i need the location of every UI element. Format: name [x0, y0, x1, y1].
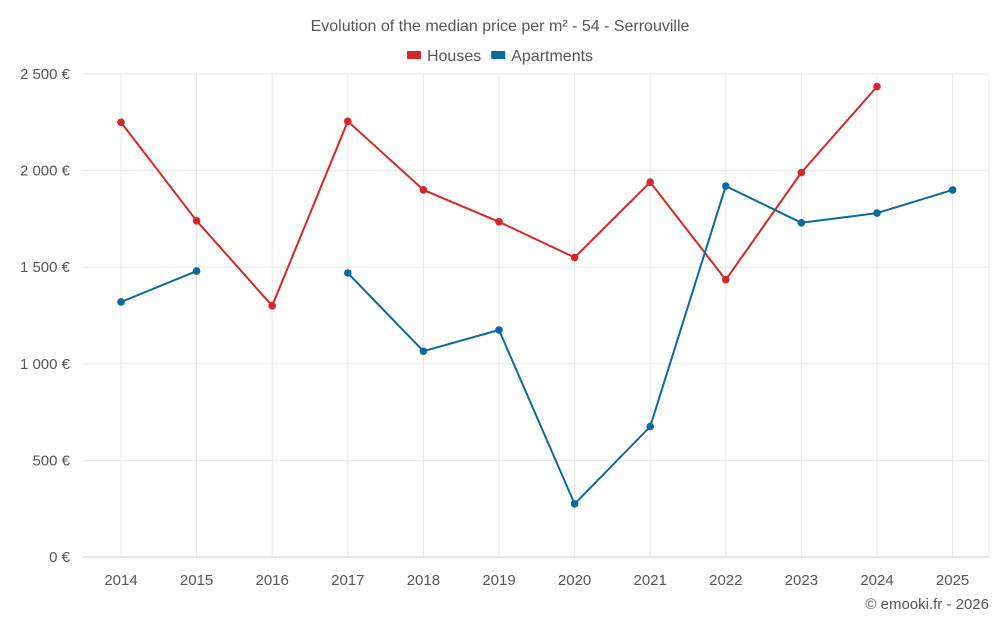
x-axis: 2014 2015 2016 2017 2018 2019 2020 2021 2022 2023… [83, 556, 989, 589]
houses-point-2022[interactable] [722, 275, 730, 284]
houses-point-2019[interactable] [495, 217, 503, 226]
x-tick-label: 2024 [860, 572, 893, 589]
x-tick-label: 2021 [634, 572, 667, 589]
apartments-point-2022[interactable] [722, 182, 730, 190]
y-tick-label: 2 500 € [20, 66, 71, 83]
series-group [117, 82, 957, 508]
y-tick-label: 2 000 € [20, 163, 71, 180]
apartments-point-2023[interactable] [797, 218, 806, 227]
series-houses [117, 82, 881, 310]
apartments-point-2021[interactable] [646, 422, 654, 431]
legend-item-houses[interactable]: Houses [406, 48, 481, 65]
houses-point-2014[interactable] [117, 118, 125, 127]
apartments-line [120, 270, 198, 303]
series-apartments [117, 182, 957, 508]
houses-point-2016[interactable] [268, 302, 277, 310]
apartments-point-2017[interactable] [344, 269, 352, 277]
y-tick-label: 1 000 € [20, 356, 71, 373]
x-tick-label: 2018 [407, 572, 440, 589]
x-tick-label: 2017 [331, 572, 364, 589]
houses-point-2015[interactable] [192, 217, 201, 225]
y-axis: 0 € 500 € 1 000 € 1 500 € 2 000 € 2 500 € [20, 66, 71, 566]
houses-point-2021[interactable] [646, 178, 654, 186]
houses-point-2017[interactable] [344, 117, 352, 126]
legend-swatch-houses [406, 51, 421, 59]
grid [83, 73, 990, 557]
legend-label-apartments: Apartments [511, 48, 593, 65]
x-tick-label: 2015 [180, 572, 213, 589]
x-tick-label: 2025 [936, 572, 969, 589]
x-tick-label: 2019 [482, 572, 515, 589]
x-tick-label: 2023 [785, 572, 818, 589]
x-tick-label: 2020 [558, 572, 591, 589]
apartments-point-2018[interactable] [419, 347, 428, 356]
y-tick-label: 0 € [49, 549, 71, 566]
legend[interactable]: Houses Apartments [406, 48, 593, 65]
houses-point-2020[interactable] [570, 253, 579, 262]
chart-title: Evolution of the median price per m² - 5… [311, 18, 690, 35]
apartments-point-2014[interactable] [117, 298, 125, 306]
apartments-point-2019[interactable] [495, 326, 503, 334]
x-tick-label: 2016 [256, 572, 289, 589]
apartments-point-2025[interactable] [948, 186, 957, 194]
x-tick-label: 2014 [104, 572, 137, 589]
houses-point-2024[interactable] [873, 82, 881, 91]
legend-label-houses: Houses [427, 48, 481, 65]
y-tick-label: 1 500 € [20, 259, 71, 276]
apartments-point-2024[interactable] [873, 209, 881, 217]
x-tick-label: 2022 [709, 572, 742, 589]
y-tick-label: 500 € [32, 452, 70, 469]
houses-point-2023[interactable] [797, 168, 806, 177]
apartments-point-2015[interactable] [192, 267, 201, 275]
legend-swatch-apartments [491, 51, 506, 59]
houses-point-2018[interactable] [419, 186, 428, 194]
legend-item-apartments[interactable]: Apartments [491, 48, 593, 65]
apartments-point-2020[interactable] [570, 500, 579, 508]
credit-text: © emooki.fr - 2026 [865, 596, 989, 613]
